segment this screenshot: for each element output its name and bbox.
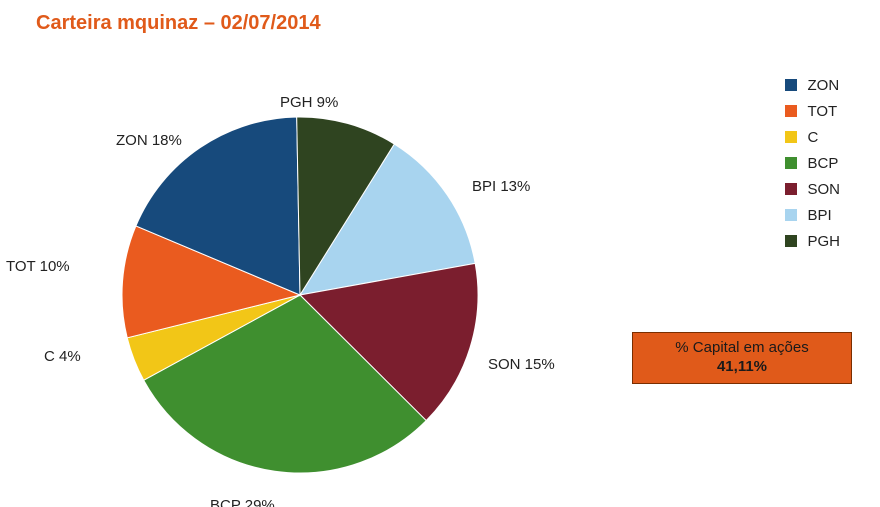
slice-label-zon: ZON 18% bbox=[116, 132, 182, 149]
legend-label: SON bbox=[807, 181, 840, 198]
capital-box: % Capital em ações 41,11% bbox=[632, 332, 852, 384]
slice-label-c: C 4% bbox=[44, 348, 81, 365]
legend-swatch bbox=[785, 209, 797, 221]
legend-item-bcp: BCP bbox=[785, 150, 840, 176]
legend-item-tot: TOT bbox=[785, 98, 840, 124]
legend-label: BCP bbox=[807, 155, 838, 172]
legend-item-zon: ZON bbox=[785, 72, 840, 98]
chart-container: Carteira mquinaz – 02/07/2014 BPI 13% SON… bbox=[0, 0, 880, 507]
legend-swatch bbox=[785, 79, 797, 91]
legend-item-son: SON bbox=[785, 176, 840, 202]
legend-label: BPI bbox=[807, 207, 831, 224]
chart-title: Carteira mquinaz – 02/07/2014 bbox=[36, 12, 321, 35]
legend-swatch bbox=[785, 183, 797, 195]
slice-label-son: SON 15% bbox=[488, 356, 555, 373]
capital-label: % Capital em ações bbox=[637, 339, 847, 358]
legend-item-pgh: PGH bbox=[785, 228, 840, 254]
slice-label-pgh: PGH 9% bbox=[280, 94, 338, 111]
legend: ZON TOT C BCP SON BPI PGH bbox=[785, 72, 840, 254]
legend-label: ZON bbox=[807, 77, 839, 94]
legend-swatch bbox=[785, 105, 797, 117]
slice-label-bcp: BCP 29% bbox=[210, 497, 275, 507]
slice-label-tot: TOT 10% bbox=[6, 258, 70, 275]
legend-swatch bbox=[785, 157, 797, 169]
legend-item-c: C bbox=[785, 124, 840, 150]
pie-chart: BPI 13%SON 15%BCP 29%C 4%TOT 10%ZON 18%P… bbox=[0, 40, 600, 500]
legend-label: C bbox=[807, 129, 818, 146]
legend-label: TOT bbox=[807, 103, 837, 120]
legend-swatch bbox=[785, 131, 797, 143]
slice-label-bpi: BPI 13% bbox=[472, 178, 530, 195]
legend-swatch bbox=[785, 235, 797, 247]
legend-item-bpi: BPI bbox=[785, 202, 840, 228]
capital-value: 41,11% bbox=[637, 358, 847, 377]
legend-label: PGH bbox=[807, 233, 840, 250]
